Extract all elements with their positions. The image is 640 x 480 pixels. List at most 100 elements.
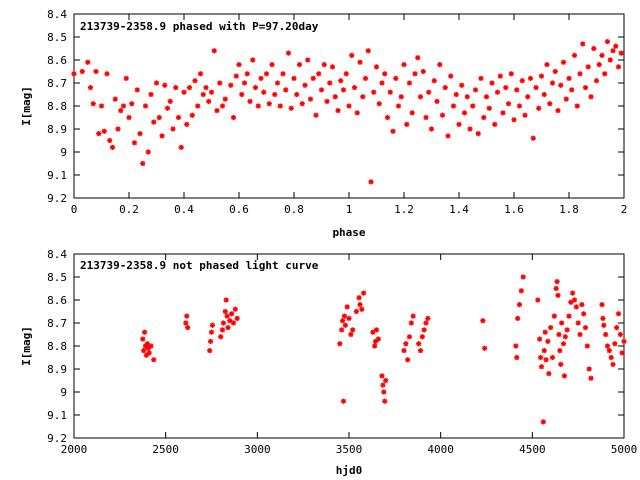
data-point (351, 85, 358, 91)
data-point (338, 78, 344, 84)
data-point (162, 82, 168, 88)
data-point (266, 101, 272, 107)
data-point (448, 73, 454, 79)
data-point (192, 78, 198, 84)
data-point (566, 75, 572, 81)
data-point (541, 91, 547, 98)
data-point (362, 75, 369, 81)
data-point (222, 308, 228, 315)
data-point (603, 331, 609, 338)
data-point (519, 78, 525, 84)
data-point (342, 322, 348, 328)
data-point (87, 85, 94, 91)
data-point (619, 350, 625, 356)
data-point (604, 39, 611, 45)
data-point (346, 315, 352, 321)
plot1-y-tick-label: 8.4 (47, 8, 67, 21)
data-point (412, 71, 418, 77)
data-point (232, 306, 238, 312)
data-point (151, 357, 157, 363)
data-point (606, 348, 612, 354)
data-point (581, 311, 587, 317)
data-point (553, 285, 559, 292)
data-point (459, 82, 465, 88)
data-point (420, 68, 426, 75)
data-point (184, 121, 190, 127)
plot2-y-tick-label: 9 (60, 386, 67, 399)
data-point (379, 80, 385, 86)
data-point (98, 103, 105, 109)
plot1-x-tick-label: 2 (621, 203, 628, 216)
data-point (398, 94, 404, 100)
data-point (225, 325, 231, 331)
data-point (185, 325, 191, 331)
data-point (359, 306, 365, 312)
plot1-x-tick-label: 0.2 (119, 203, 139, 216)
data-point (612, 341, 618, 347)
data-point (586, 366, 592, 372)
data-point (525, 94, 531, 100)
data-point (219, 327, 226, 333)
data-point (618, 50, 624, 56)
data-point (101, 128, 107, 134)
data-point (574, 103, 580, 109)
data-point (134, 87, 140, 93)
data-point (207, 338, 214, 344)
data-point (582, 325, 589, 331)
data-point (508, 71, 514, 77)
plot1-y-tick-label: 8.8 (47, 100, 67, 113)
data-point (112, 96, 118, 102)
data-point (453, 91, 459, 98)
data-point (142, 103, 149, 109)
data-point (600, 315, 606, 321)
data-point (599, 302, 605, 308)
data-point (404, 121, 410, 127)
data-point (327, 80, 333, 86)
data-point (538, 364, 545, 370)
data-point (511, 117, 517, 123)
data-point (233, 73, 239, 79)
data-point (621, 338, 627, 344)
data-point (222, 96, 228, 102)
data-point (206, 98, 212, 104)
data-point (296, 62, 303, 68)
data-point (291, 75, 297, 81)
data-point (71, 71, 77, 77)
data-point (599, 52, 605, 58)
data-point (537, 354, 544, 361)
data-point (370, 329, 376, 335)
data-point (538, 73, 545, 79)
data-point (467, 126, 473, 132)
data-point (549, 354, 556, 361)
plot2-title: 213739-2358.9 not phased light curve (80, 259, 319, 272)
data-point (360, 94, 366, 100)
data-point (294, 91, 300, 98)
data-point (230, 320, 237, 326)
data-point (156, 114, 162, 121)
data-point (415, 55, 421, 61)
data-point (514, 87, 520, 93)
data-point (475, 131, 481, 137)
data-point (593, 78, 600, 84)
data-point (410, 313, 416, 319)
data-point (596, 62, 602, 68)
data-point (175, 114, 182, 121)
data-point (551, 313, 557, 319)
data-point (96, 131, 102, 137)
data-point (107, 137, 113, 144)
data-point (372, 343, 378, 349)
data-point (401, 348, 407, 354)
data-point (148, 91, 154, 98)
data-point (478, 75, 484, 81)
data-point (608, 354, 614, 361)
data-point (568, 299, 574, 305)
data-point (145, 345, 151, 351)
data-point (405, 357, 411, 363)
data-point (406, 80, 413, 86)
data-point (339, 318, 346, 324)
data-point (536, 105, 542, 111)
plot1-x-tick-label: 1.4 (449, 203, 469, 216)
data-point (361, 290, 367, 296)
data-point (272, 91, 278, 98)
data-point (480, 318, 486, 324)
